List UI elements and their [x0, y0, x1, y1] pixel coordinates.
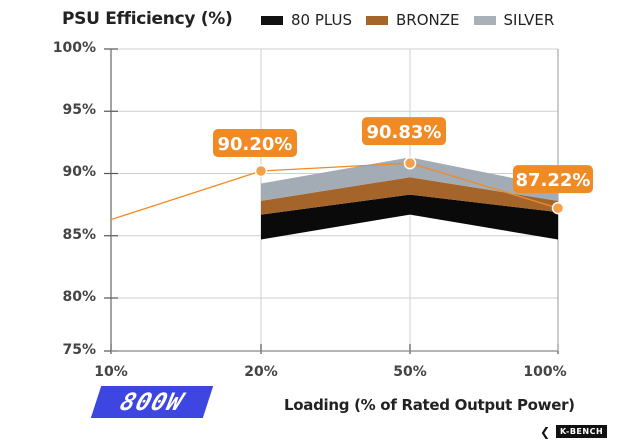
legend-swatch-silver: [473, 15, 496, 25]
kbench-logo-text: K-BENCH: [556, 425, 608, 438]
x-tick-label: 50%: [393, 364, 427, 380]
data-point: [551, 201, 565, 215]
band-bronze: [261, 177, 558, 215]
legend-item-80plus: 80 PLUS: [261, 11, 352, 29]
data-label-box: [213, 129, 297, 158]
band-80-plus: [261, 194, 558, 240]
x-tick-label: 20%: [244, 364, 278, 380]
y-tick-label: 80%: [62, 289, 96, 305]
data-label: 90.20%: [218, 134, 293, 155]
y-tick-label: 100%: [52, 40, 96, 56]
data-label: 90.83%: [367, 122, 442, 143]
legend-swatch-bronze: [366, 15, 389, 25]
legend-item-bronze: BRONZE: [366, 11, 460, 29]
x-tick-label: 10%: [94, 364, 128, 380]
data-label-box: [513, 165, 593, 194]
y-tick-label: 90%: [62, 164, 96, 180]
legend-item-silver: SILVER: [473, 11, 555, 29]
data-point: [403, 156, 417, 170]
data-label-box: [362, 117, 446, 146]
legend-label-bronze: BRONZE: [396, 11, 460, 29]
chart-title: PSU Efficiency (%): [62, 9, 233, 29]
y-tick-label: 85%: [62, 227, 96, 243]
legend: 80 PLUS BRONZE SILVER: [261, 11, 568, 29]
legend-swatch-80plus: [261, 15, 283, 25]
data-point: [254, 164, 268, 178]
y-tick-label: 95%: [62, 102, 96, 118]
x-tick-label: 100%: [523, 364, 567, 380]
kbench-chevron-icon: ❮: [540, 424, 551, 439]
data-label: 87.22%: [516, 170, 591, 191]
y-tick-label: 75%: [62, 342, 96, 358]
efficiency-line: [110, 162, 559, 221]
x-axis-label: Loading (% of Rated Output Power): [284, 396, 575, 414]
legend-label-80plus: 80 PLUS: [291, 11, 353, 29]
legend-label-silver: SILVER: [503, 11, 555, 29]
kbench-logo: ❮ K-BENCH: [540, 424, 608, 439]
